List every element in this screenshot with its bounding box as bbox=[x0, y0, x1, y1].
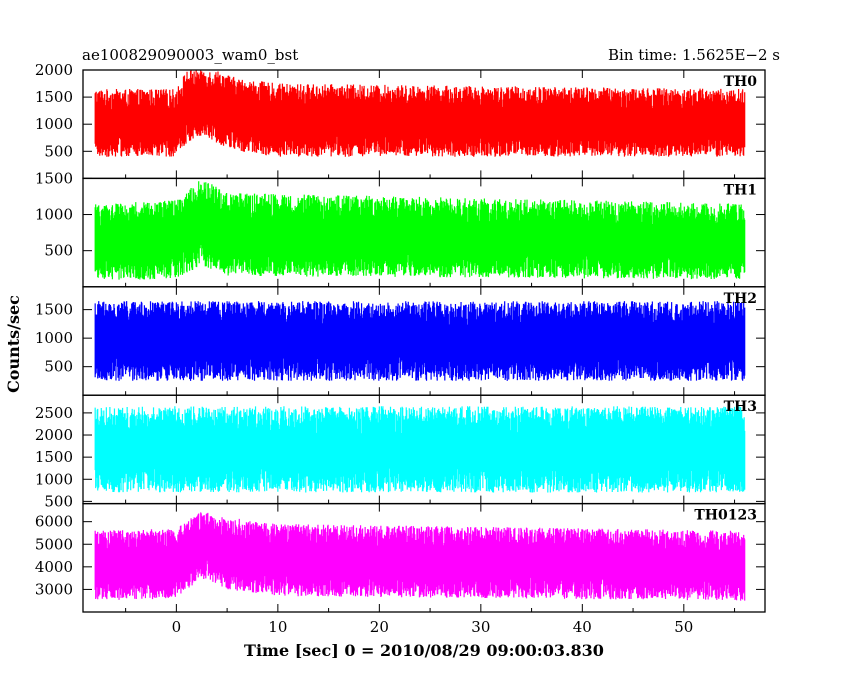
y-tick-label-th0123: 6000 bbox=[35, 513, 73, 531]
y-tick-label-th2: 1000 bbox=[35, 329, 73, 347]
panel-frame-th0123 bbox=[82, 502, 766, 613]
x-tick-label: 0 bbox=[172, 618, 182, 636]
panel-label-th3: TH3 bbox=[724, 399, 757, 415]
panel-label-th1: TH1 bbox=[724, 182, 757, 198]
panel-label-th0: TH0 bbox=[724, 74, 758, 90]
series-th1 bbox=[94, 181, 746, 280]
y-axis-title: Counts/sec bbox=[4, 295, 23, 393]
y-tick-label-th0: 1500 bbox=[35, 88, 73, 106]
y-tick-label-th0123: 4000 bbox=[35, 558, 73, 576]
y-tick-label-th1: 500 bbox=[44, 242, 73, 260]
panel-label-th2: TH2 bbox=[724, 291, 757, 307]
panels-group: 500100015002000TH050010001500TH150010001… bbox=[35, 61, 766, 636]
y-tick-label-th1: 1000 bbox=[35, 206, 73, 224]
x-tick-label: 20 bbox=[370, 618, 389, 636]
y-tick-label-th2: 1500 bbox=[35, 301, 73, 319]
y-tick-label-th0: 1000 bbox=[35, 115, 73, 133]
y-tick-label-th0: 500 bbox=[44, 142, 73, 160]
x-axis-title: Time [sec] 0 = 2010/08/29 09:00:03.830 bbox=[244, 641, 604, 660]
y-tick-label-th1: 1500 bbox=[35, 169, 73, 187]
y-tick-label-th3: 1000 bbox=[35, 470, 73, 488]
y-tick-label-th0123: 3000 bbox=[35, 580, 73, 598]
y-tick-label-th3: 1500 bbox=[35, 448, 73, 466]
y-tick-label-th3: 500 bbox=[44, 492, 73, 510]
x-tick-label: 30 bbox=[471, 618, 490, 636]
y-tick-label-th3: 2000 bbox=[35, 426, 73, 444]
x-tick-label: 50 bbox=[674, 618, 693, 636]
panel-label-th0123: TH0123 bbox=[694, 508, 757, 524]
y-tick-label-th0: 2000 bbox=[35, 61, 73, 79]
y-tick-label-th2: 500 bbox=[44, 358, 73, 376]
x-tick-label: 10 bbox=[268, 618, 287, 636]
series-th3 bbox=[94, 406, 746, 493]
x-tick-label: 40 bbox=[573, 618, 592, 636]
plot-title: ae100829090003_wam0_bst bbox=[82, 46, 298, 64]
series-th2 bbox=[94, 301, 746, 381]
bin-time-label: Bin time: 1.5625E−2 s bbox=[608, 46, 780, 64]
series-th0123 bbox=[94, 512, 746, 601]
y-tick-label-th3: 2500 bbox=[35, 404, 73, 422]
y-tick-label-th0123: 5000 bbox=[35, 535, 73, 553]
series-th0 bbox=[94, 70, 746, 157]
